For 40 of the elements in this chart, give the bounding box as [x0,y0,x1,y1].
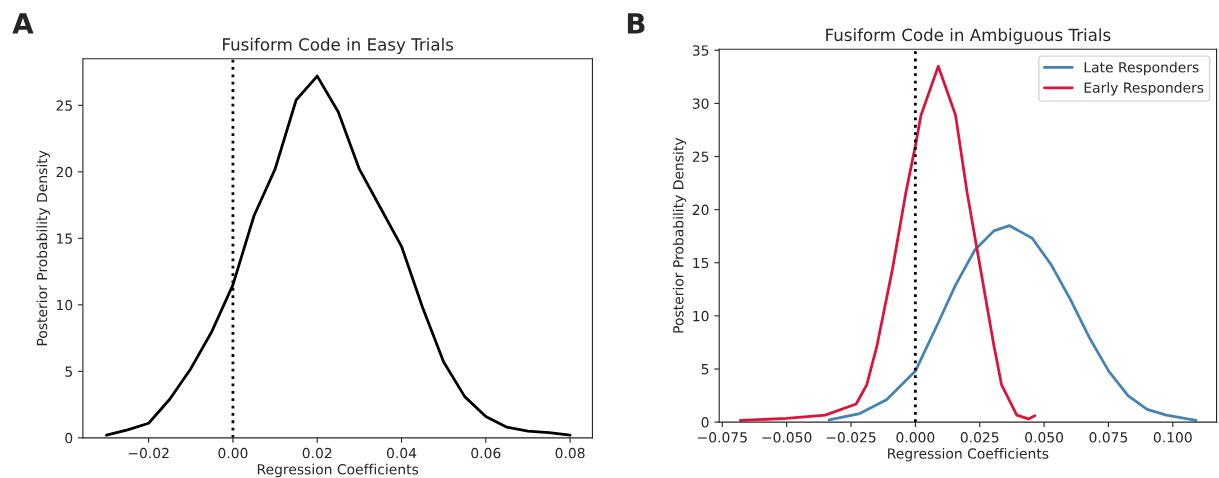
x-tick-label: 0.04 [386,447,417,459]
y-tick-label: 0 [701,417,709,428]
x-tick-label: −0.02 [128,447,169,459]
text: A [12,13,34,34]
y-tick-label: 10 [693,310,709,322]
x-tick-label: 0.050 [1025,432,1064,443]
x-tick-label: 0.000 [896,432,935,443]
x-tick-label: −0.050 [762,432,812,443]
text: B [627,13,645,34]
y-tick-label: 25 [692,151,709,162]
y-axis-title: Posterior Probability Density [36,150,50,346]
y-tick-label: 5 [65,366,72,377]
y-tick-label: 5 [701,364,709,375]
x-tick-label: −0.075 [698,432,747,443]
y-tick-label: 30 [692,98,709,109]
y-tick-label: 10 [57,299,73,311]
y-tick-label: 35 [692,45,709,56]
y-tick-label: 25 [56,100,72,111]
x-tick-label: 0.06 [471,447,501,459]
y-axis-title: Posterior Probability Density [672,137,687,333]
chart-title: Fusiform Code in Ambiguous Trials [826,28,1111,45]
y-tick-label: 15 [57,233,72,244]
x-axis-title: Regression Coefficients [888,448,1049,462]
x-tick-label: 0.00 [218,447,248,459]
y-tick-label: 15 [693,257,709,269]
line-series [738,64,1037,422]
y-tick-label: 20 [56,166,73,178]
y-tick-label: 0 [65,432,73,444]
x-axis-title: Regression Coefficients [257,463,419,478]
y-tick-label: 20 [692,204,709,216]
x-tick-label: −0.025 [826,432,876,443]
x-tick-label: 0.08 [555,447,585,459]
x-tick-label: 0.100 [1153,432,1192,443]
x-tick-label: 0.075 [1089,432,1128,443]
chart-title: Fusiform Code in Easy Trials [223,37,454,54]
legend-label: Early Responders [1084,82,1204,96]
x-tick-label: 0.02 [302,447,332,459]
legend-label: Late Responders [1084,61,1199,76]
x-tick-label: 0.025 [960,432,999,443]
line-series [827,224,1198,422]
